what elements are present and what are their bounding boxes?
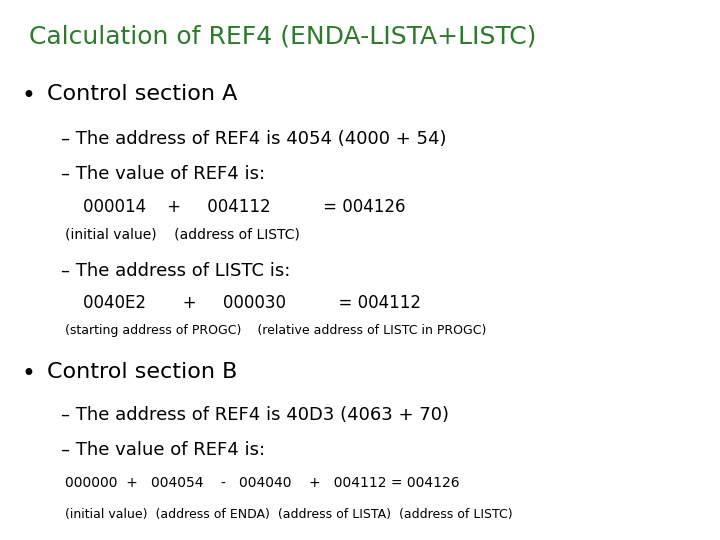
Text: •: •: [22, 362, 35, 386]
Text: – The address of REF4 is 40D3 (4063 + 70): – The address of REF4 is 40D3 (4063 + 70…: [61, 406, 449, 424]
Text: (initial value)    (address of LISTC): (initial value) (address of LISTC): [65, 228, 300, 242]
Text: (initial value)  (address of ENDA)  (address of LISTA)  (address of LISTC): (initial value) (address of ENDA) (addre…: [65, 508, 513, 521]
Text: (starting address of PROGC)    (relative address of LISTC in PROGC): (starting address of PROGC) (relative ad…: [65, 324, 486, 337]
Text: 0040E2       +     000030          = 004112: 0040E2 + 000030 = 004112: [83, 294, 420, 312]
Text: Calculation of REF4 (ENDA-LISTA+LISTC): Calculation of REF4 (ENDA-LISTA+LISTC): [29, 24, 536, 48]
Text: – The address of LISTC is:: – The address of LISTC is:: [61, 262, 291, 280]
Text: 000000  +   004054    -   004040    +   004112 = 004126: 000000 + 004054 - 004040 + 004112 = 0041…: [65, 476, 459, 490]
Text: •: •: [22, 84, 35, 107]
Text: Control section A: Control section A: [47, 84, 237, 104]
Text: – The value of REF4 is:: – The value of REF4 is:: [61, 165, 266, 183]
Text: 000014    +     004112          = 004126: 000014 + 004112 = 004126: [83, 198, 405, 216]
Text: – The address of REF4 is 4054 (4000 + 54): – The address of REF4 is 4054 (4000 + 54…: [61, 130, 446, 147]
Text: Control section B: Control section B: [47, 362, 237, 382]
Text: – The value of REF4 is:: – The value of REF4 is:: [61, 441, 266, 459]
